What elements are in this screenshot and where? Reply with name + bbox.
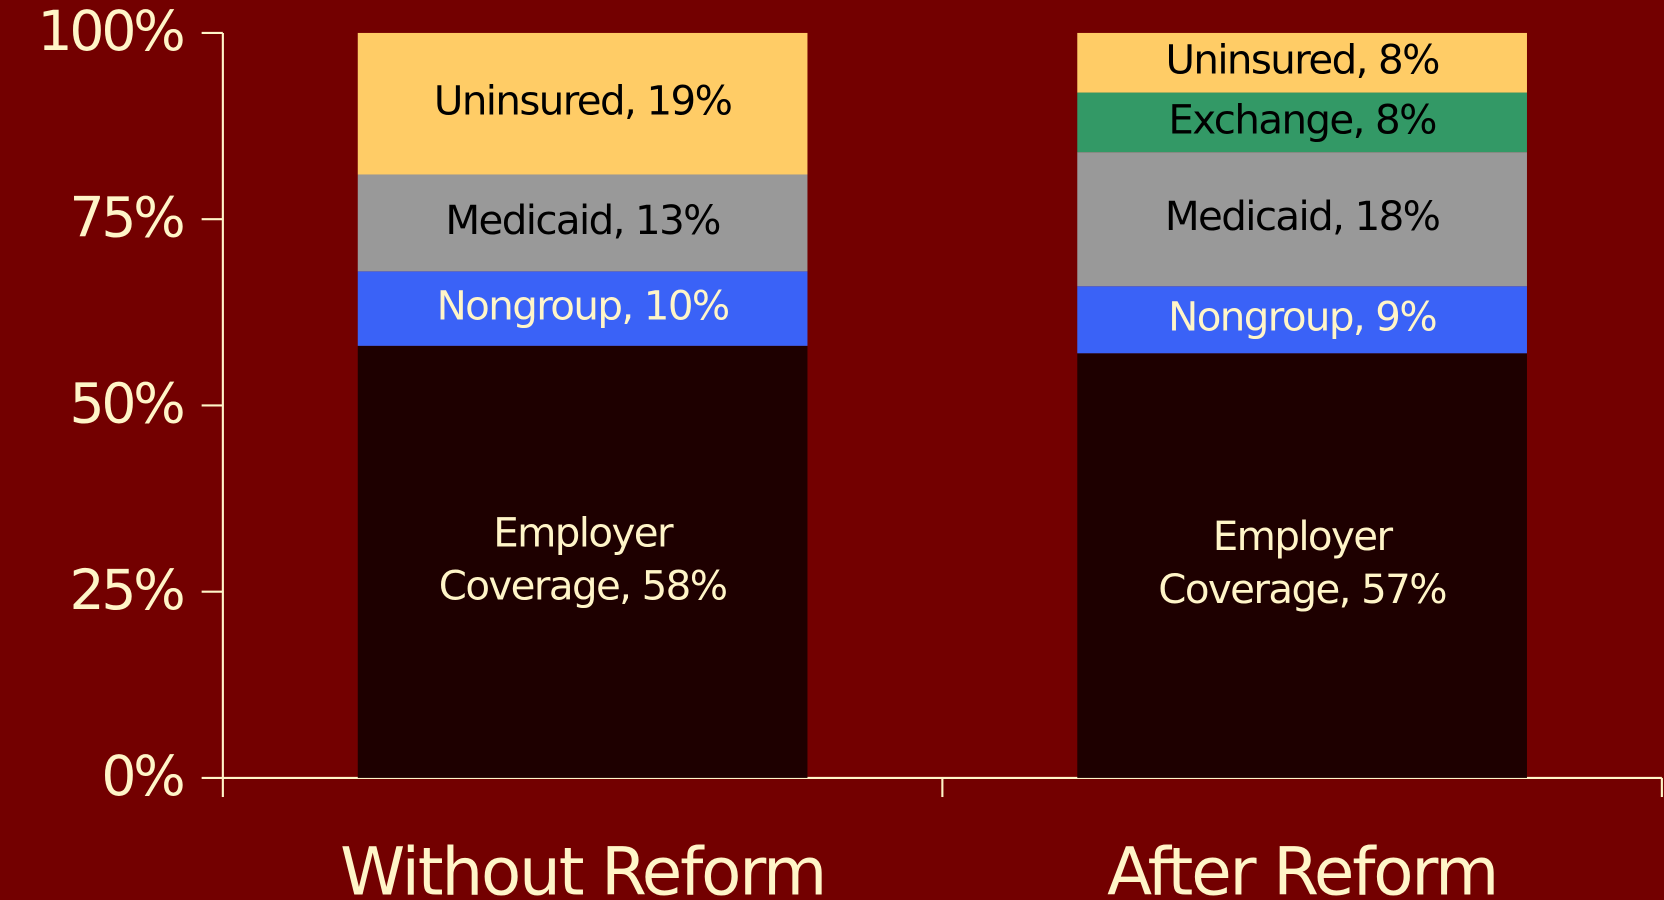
x-tick-label: After Reform xyxy=(1107,834,1497,900)
y-tick-label: 75% xyxy=(69,186,183,250)
bar-segment xyxy=(1077,32,1527,93)
bar-segment xyxy=(1077,92,1527,153)
bar-segment xyxy=(357,174,808,272)
y-tick-label: 0% xyxy=(101,745,183,809)
y-tick-label: 50% xyxy=(69,373,183,437)
data-label: Employer Coverage, 58% xyxy=(439,509,727,609)
x-tick-label: Without Reform xyxy=(340,834,825,900)
y-tick-label: 100% xyxy=(38,0,184,64)
data-label: Employer Coverage, 57% xyxy=(1158,513,1446,613)
data-label: Medicaid, 13% xyxy=(445,197,720,244)
bar-segment xyxy=(357,271,808,346)
data-label: Uninsured, 8% xyxy=(1165,37,1439,84)
data-label: Medicaid, 18% xyxy=(1165,193,1440,240)
data-label: Exchange, 8% xyxy=(1168,96,1436,143)
bar-segment xyxy=(357,345,808,778)
bar-segment xyxy=(1077,286,1527,354)
y-tick-label: 25% xyxy=(69,559,183,623)
bar-segment xyxy=(357,32,808,175)
data-label: Uninsured, 19% xyxy=(434,78,732,125)
bar-segment xyxy=(1077,353,1527,778)
bar-segment xyxy=(1077,152,1527,287)
data-label: Nongroup, 10% xyxy=(437,283,729,330)
data-label: Nongroup, 9% xyxy=(1168,294,1436,341)
